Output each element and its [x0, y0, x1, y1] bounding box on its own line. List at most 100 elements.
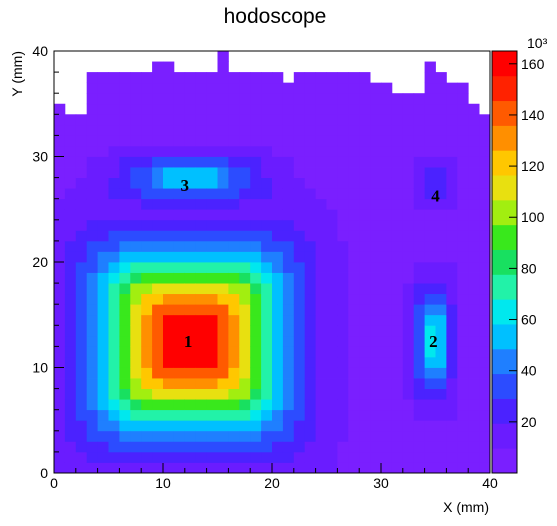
heatmap-cell [293, 304, 306, 316]
heatmap-cell [130, 451, 142, 463]
heatmap-cell [304, 156, 316, 168]
heatmap-cell [282, 335, 295, 347]
heatmap-cell [173, 462, 186, 474]
heatmap-cell [97, 462, 109, 474]
y-tick-label: 0 [40, 465, 48, 481]
heatmap-cell [359, 409, 371, 421]
heatmap-cell [152, 262, 164, 273]
heatmap-cell [293, 240, 306, 252]
heatmap-cell [348, 230, 360, 242]
heatmap-cell [457, 82, 469, 94]
heatmap-cell [239, 240, 251, 252]
heatmap-cell [64, 346, 77, 358]
heatmap-cell [119, 420, 131, 432]
heatmap-cell [326, 314, 338, 326]
heatmap-cell [184, 198, 197, 210]
heatmap-cell [435, 240, 447, 252]
heatmap-cell [424, 304, 436, 316]
heatmap-cell [163, 430, 175, 442]
heatmap-cell [97, 409, 109, 421]
heatmap-cell [359, 167, 371, 178]
heatmap-cell [370, 462, 382, 474]
heatmap-cell [446, 167, 458, 178]
heatmap-cell [108, 114, 120, 126]
heatmap-cell [217, 145, 229, 157]
heatmap-cell [108, 209, 120, 221]
heatmap-cell [184, 209, 197, 221]
heatmap-cell [359, 367, 371, 379]
heatmap-cell [173, 82, 186, 94]
heatmap-cell [250, 156, 262, 168]
heatmap-cell [108, 145, 120, 157]
heatmap-cell [108, 367, 120, 379]
heatmap-cell [97, 114, 109, 126]
heatmap-cell [326, 335, 338, 347]
heatmap-cell [261, 304, 273, 316]
heatmap-cell [446, 135, 458, 147]
heatmap-cell [381, 240, 393, 252]
heatmap-cell [54, 124, 66, 136]
heatmap-cell [261, 430, 273, 442]
heatmap-cell [86, 441, 98, 453]
heatmap-cell [206, 82, 218, 94]
heatmap-cell [119, 325, 131, 337]
heatmap-cell [315, 304, 327, 316]
heatmap-cell [250, 93, 262, 105]
heatmap-cell [359, 272, 371, 284]
heatmap-cell [64, 198, 77, 210]
heatmap-cell [304, 198, 316, 210]
heatmap-cell [391, 325, 404, 337]
heatmap-cell [141, 93, 153, 105]
heatmap-cell [315, 240, 327, 252]
heatmap-cell [381, 124, 393, 136]
heatmap-cell [130, 441, 142, 453]
heatmap-cell [163, 399, 175, 411]
heatmap-cell [391, 198, 404, 210]
heatmap-cell [381, 441, 393, 453]
heatmap-cell [141, 325, 153, 337]
heatmap-cell [413, 293, 425, 305]
heatmap-cell [304, 420, 316, 432]
heatmap-cell [402, 272, 415, 284]
heatmap-cell [304, 124, 316, 136]
heatmap-cell [108, 314, 120, 326]
heatmap-cell [130, 72, 142, 84]
heatmap-cell [457, 314, 469, 326]
heatmap-cell [402, 441, 415, 453]
heatmap-cell [173, 240, 186, 252]
heatmap-cell [239, 430, 251, 442]
heatmap-cell [337, 251, 349, 263]
heatmap-cell [261, 135, 273, 147]
heatmap-cell [282, 240, 295, 252]
heatmap-cell [228, 156, 240, 168]
heatmap-cell [370, 314, 382, 326]
heatmap-cell [217, 219, 229, 231]
heatmap-cell [195, 262, 207, 273]
heatmap-cell [152, 399, 164, 411]
heatmap-cell [413, 451, 425, 463]
heatmap-cell [195, 314, 207, 326]
heatmap-cell [228, 356, 240, 368]
heatmap-cell [228, 251, 240, 263]
heatmap-cell [457, 135, 469, 147]
heatmap-cell [108, 124, 120, 136]
region-label: 4 [431, 187, 440, 206]
heatmap-cell [206, 240, 218, 252]
heatmap-cell [293, 356, 306, 368]
heatmap-cell [119, 230, 131, 242]
heatmap-cell [326, 378, 338, 389]
heatmap-cell [239, 409, 251, 421]
heatmap-cell [370, 325, 382, 337]
heatmap-cell [391, 430, 404, 442]
heatmap-cell [75, 272, 88, 284]
heatmap-cell [163, 103, 175, 115]
heatmap-cell [370, 420, 382, 432]
heatmap-cell [239, 451, 251, 463]
heatmap-cell [108, 198, 120, 210]
chart-title: hodoscope [224, 5, 327, 28]
heatmap-cell [424, 124, 436, 136]
heatmap-cell [119, 156, 131, 168]
heatmap-cell [108, 409, 120, 421]
heatmap-cell [152, 82, 164, 94]
heatmap-cell [173, 314, 186, 326]
